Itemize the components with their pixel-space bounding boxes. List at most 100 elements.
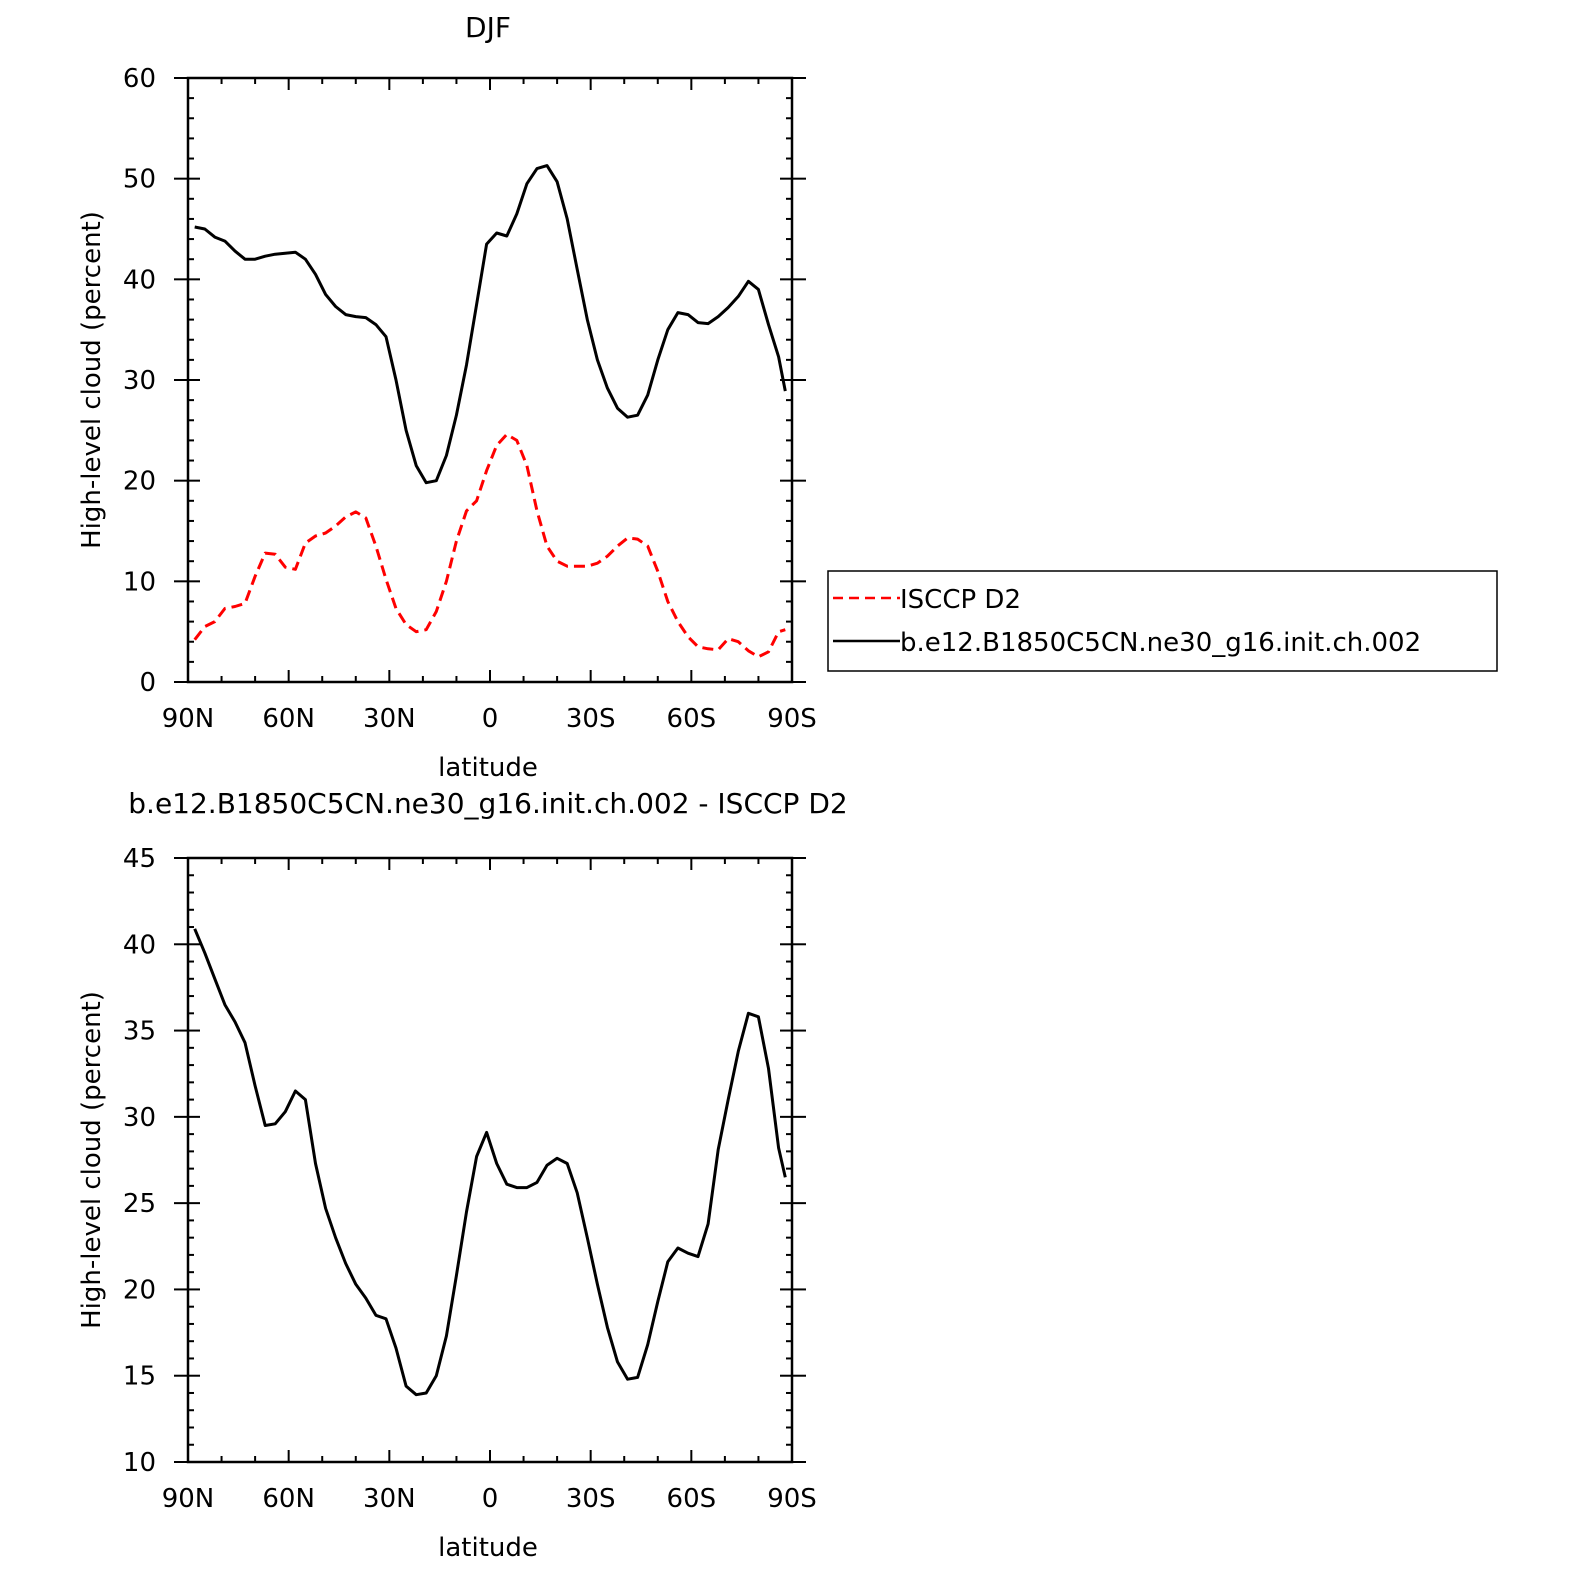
data-point [355,1284,356,1285]
data-point [375,1315,376,1316]
data-point [214,621,215,622]
x-tick-label: 30N [363,704,416,734]
data-point [516,1187,517,1188]
data-point [557,181,558,182]
data-point [768,324,769,325]
data-point [214,978,215,979]
y-tick-label: 35 [123,1017,156,1047]
data-point [375,324,376,325]
data-point [396,608,397,609]
data-point [245,603,246,604]
y-tick-label: 45 [123,844,156,874]
y-tick-label: 20 [123,467,156,497]
data-point [375,546,376,547]
data-point [617,546,618,547]
data-point [587,1237,588,1238]
data-point [537,1182,538,1183]
series-line-isccp-d2 [193,432,786,659]
bottom-x-axis-label: latitude [438,1533,538,1563]
data-point [365,517,366,518]
data-point [265,1125,266,1126]
data-point [748,1013,749,1014]
data-point [194,639,195,640]
data-point [778,1147,779,1148]
data-point [486,470,487,471]
data-point [738,1051,739,1052]
data-point [416,1394,417,1395]
bottom-axis-ticks: 90N 60N 30N 0 30S 60S 90S 10 15 20 25 30 35 40 45 [123,844,817,1514]
data-point [406,624,407,625]
data-point [355,511,356,512]
data-point [607,1327,608,1328]
data-point [738,296,739,297]
x-tick-label: 90S [767,1484,817,1514]
top-x-axis-label: latitude [438,753,538,783]
data-point [436,480,437,481]
data-point [486,244,487,245]
y-tick-label: 30 [123,1103,156,1133]
data-point [224,608,225,609]
top-axis-ticks: 90N 60N 30N 0 30S 60S 90S 0 10 20 30 40 50 60 [123,64,817,734]
data-point [396,380,397,381]
data-point [496,233,497,234]
y-tick-label: 10 [123,1448,156,1478]
x-tick-label: 60S [667,1484,717,1514]
data-point [577,269,578,270]
data-point [688,1253,689,1254]
top-plot-frame [186,76,794,684]
data-point [335,306,336,307]
x-tick-label: 60N [262,1484,315,1514]
data-point [325,533,326,534]
top-series-lines [193,164,787,659]
data-point [526,1187,527,1188]
data-point [235,251,236,252]
data-point [728,638,729,639]
data-point [526,183,527,184]
data-point [265,553,266,554]
data-point [637,1377,638,1378]
data-point [406,430,407,431]
data-point [516,213,517,214]
data-point [446,581,447,582]
data-point [335,526,336,527]
bottom-panel: b.e12.B1850C5CN.ne30_g16.init.ch.002 - I… [77,787,848,1563]
data-point [677,621,678,622]
data-point [688,636,689,637]
legend-label-isccp: ISCCP D2 [900,585,1021,615]
data-point [315,536,316,537]
data-point [416,465,417,466]
data-point [456,1275,457,1276]
data-point [305,1099,306,1100]
data-point [345,314,346,315]
data-point [758,1016,759,1017]
data-point [627,538,628,539]
data-point [486,1132,487,1133]
data-point [235,606,236,607]
y-tick-label: 40 [123,930,156,960]
data-point [345,516,346,517]
data-point [355,316,356,317]
top-y-axis-label: High-level cloud (percent) [77,211,107,549]
data-point [426,482,427,483]
data-point [758,289,759,290]
data-point [396,1348,397,1349]
data-point [275,1123,276,1124]
data-point [506,434,507,435]
x-tick-label: 60S [667,704,717,734]
x-tick-label: 90S [767,704,817,734]
bottom-panel-title: b.e12.B1850C5CN.ne30_g16.init.ch.002 - I… [128,787,847,820]
data-point [768,1068,769,1069]
bottom-series-lines [193,928,787,1397]
x-tick-label: 90N [162,704,215,734]
data-point [647,546,648,547]
data-point [748,281,749,282]
data-point [667,601,668,602]
data-point [785,629,786,630]
data-point [557,1158,558,1159]
x-tick-label: 90N [162,1484,215,1514]
y-tick-label: 0 [139,668,156,698]
data-point [738,641,739,642]
data-point [537,168,538,169]
data-point [768,651,769,652]
data-point [698,646,699,647]
